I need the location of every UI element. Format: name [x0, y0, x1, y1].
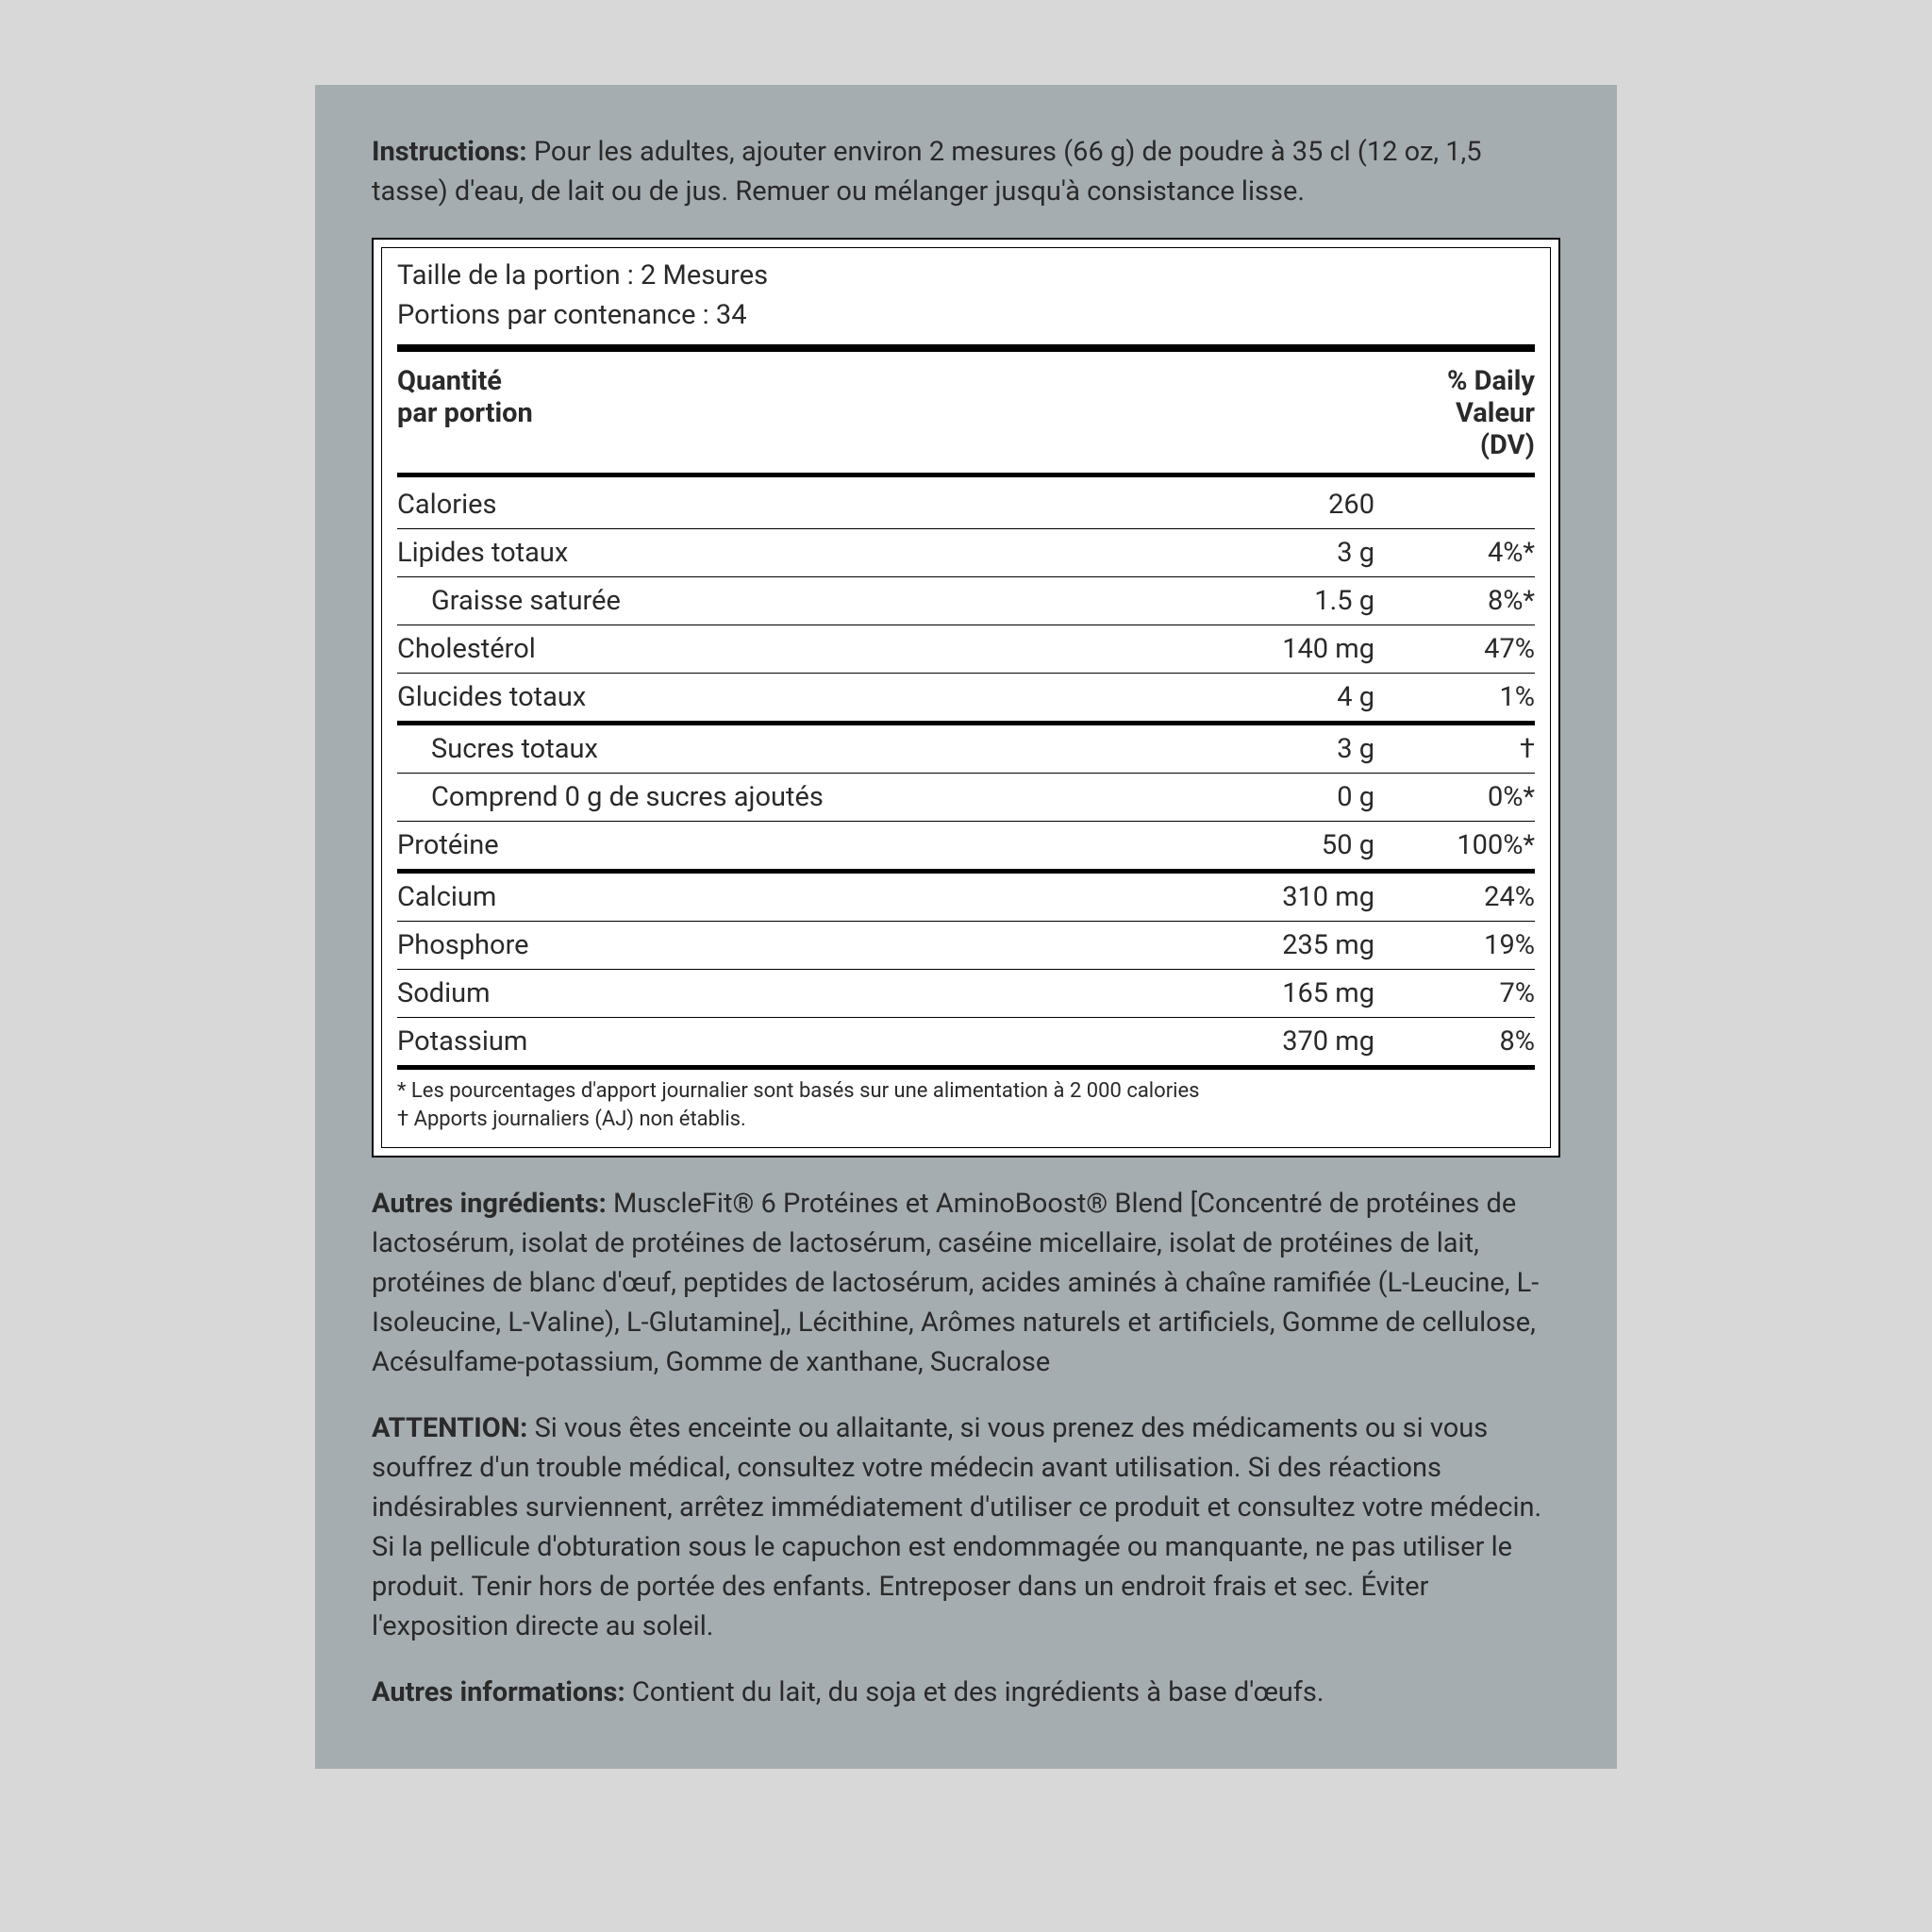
- nutrient-amount: 4 g: [1186, 674, 1374, 721]
- nutrient-dv: 0%*: [1374, 774, 1535, 821]
- other-info-block: Autres informations: Contient du lait, d…: [372, 1673, 1560, 1712]
- header-dv: % Daily Valeur (DV): [1374, 358, 1535, 469]
- table-row: Comprend 0 g de sucres ajoutés0 g0%*: [397, 774, 1535, 821]
- nutrient-dv: †: [1374, 725, 1535, 773]
- nutrient-amount: 370 mg: [1186, 1018, 1374, 1065]
- nutrient-label: Graisse saturée: [397, 577, 1186, 625]
- nutrient-label: Phosphore: [397, 922, 1186, 969]
- other-info-text: Contient du lait, du soja et des ingrédi…: [632, 1676, 1324, 1708]
- table-row: Graisse saturée1.5 g8%*: [397, 577, 1535, 625]
- table-row: Lipides totaux3 g4%*: [397, 529, 1535, 576]
- footnote-2: † Apports journaliers (AJ) non établis.: [397, 1106, 1535, 1134]
- nutrient-amount: 50 g: [1186, 822, 1374, 869]
- rule-thick: [397, 344, 1535, 352]
- nutrient-amount: 165 mg: [1186, 970, 1374, 1017]
- nutrition-rows: Calories260Lipides totaux3 g4%*Graisse s…: [397, 481, 1535, 1070]
- nutrient-dv: 8%*: [1374, 577, 1535, 625]
- nutrient-label: Protéine: [397, 822, 1186, 869]
- nutrient-label: Comprend 0 g de sucres ajoutés: [397, 774, 1186, 821]
- supplement-facts-inner: Taille de la portion : 2 Mesures Portion…: [381, 247, 1551, 1147]
- nutrient-label: Calcium: [397, 874, 1186, 921]
- nutrient-dv: 8%: [1374, 1018, 1535, 1065]
- nutrient-amount: 0 g: [1186, 774, 1374, 821]
- nutrient-amount: 310 mg: [1186, 874, 1374, 921]
- other-info-label: Autres informations:: [372, 1676, 625, 1708]
- table-row: Potassium370 mg8%: [397, 1018, 1535, 1065]
- nutrient-dv: 7%: [1374, 970, 1535, 1017]
- nutrient-dv: 24%: [1374, 874, 1535, 921]
- serving-size: Taille de la portion : 2 Mesures: [397, 256, 1535, 295]
- table-row: Sodium165 mg7%: [397, 970, 1535, 1017]
- nutrient-dv: 1%: [1374, 674, 1535, 721]
- nutrient-amount: 260: [1186, 481, 1374, 528]
- rule-med: [397, 1065, 1535, 1070]
- table-row: Sucres totaux3 g†: [397, 725, 1535, 773]
- warning-label: ATTENTION:: [372, 1412, 527, 1444]
- warning-text: Si vous êtes enceinte ou allaitante, si …: [372, 1412, 1541, 1642]
- table-row: Calcium310 mg24%: [397, 874, 1535, 921]
- nutrient-label: Lipides totaux: [397, 529, 1186, 576]
- servings-per-container: Portions par contenance : 34: [397, 295, 1535, 335]
- rule-med: [397, 473, 1535, 477]
- nutrient-label: Calories: [397, 481, 1186, 528]
- supplement-facts-box: Taille de la portion : 2 Mesures Portion…: [372, 238, 1560, 1157]
- nutrient-dv: 19%: [1374, 922, 1535, 969]
- nutrient-label: Glucides totaux: [397, 674, 1186, 721]
- nutrient-amount: 3 g: [1186, 529, 1374, 576]
- nutrient-label: Cholestérol: [397, 625, 1186, 673]
- other-ingredients-block: Autres ingrédients: MuscleFit® 6 Protéin…: [372, 1184, 1560, 1382]
- instructions-block: Instructions: Pour les adultes, ajouter …: [372, 132, 1560, 211]
- nutrition-table: Quantité par portion % Daily Valeur (DV): [397, 358, 1535, 469]
- table-row: Cholestérol140 mg47%: [397, 625, 1535, 673]
- instructions-text: Pour les adultes, ajouter environ 2 mesu…: [372, 136, 1482, 208]
- other-ingredients-label: Autres ingrédients:: [372, 1188, 607, 1220]
- nutrient-amount: 1.5 g: [1186, 577, 1374, 625]
- header-amount: Quantité par portion: [397, 358, 1186, 469]
- table-row: Glucides totaux4 g1%: [397, 674, 1535, 721]
- instructions-label: Instructions:: [372, 136, 527, 168]
- nutrient-dv: [1374, 481, 1535, 528]
- table-row: Protéine50 g100%*: [397, 822, 1535, 869]
- table-row: Calories260: [397, 481, 1535, 528]
- nutrient-dv: 100%*: [1374, 822, 1535, 869]
- nutrient-dv: 4%*: [1374, 529, 1535, 576]
- nutrient-dv: 47%: [1374, 625, 1535, 673]
- table-header-row: Quantité par portion % Daily Valeur (DV): [397, 358, 1535, 469]
- footnote-1: * Les pourcentages d'apport journalier s…: [397, 1077, 1535, 1106]
- warning-block: ATTENTION: Si vous êtes enceinte ou alla…: [372, 1408, 1560, 1646]
- nutrition-panel: Instructions: Pour les adultes, ajouter …: [315, 85, 1617, 1769]
- nutrient-amount: 235 mg: [1186, 922, 1374, 969]
- table-row: Phosphore235 mg19%: [397, 922, 1535, 969]
- nutrient-label: Potassium: [397, 1018, 1186, 1065]
- nutrient-amount: 140 mg: [1186, 625, 1374, 673]
- footnotes: * Les pourcentages d'apport journalier s…: [397, 1077, 1535, 1133]
- nutrient-label: Sodium: [397, 970, 1186, 1017]
- nutrient-label: Sucres totaux: [397, 725, 1186, 773]
- nutrient-amount: 3 g: [1186, 725, 1374, 773]
